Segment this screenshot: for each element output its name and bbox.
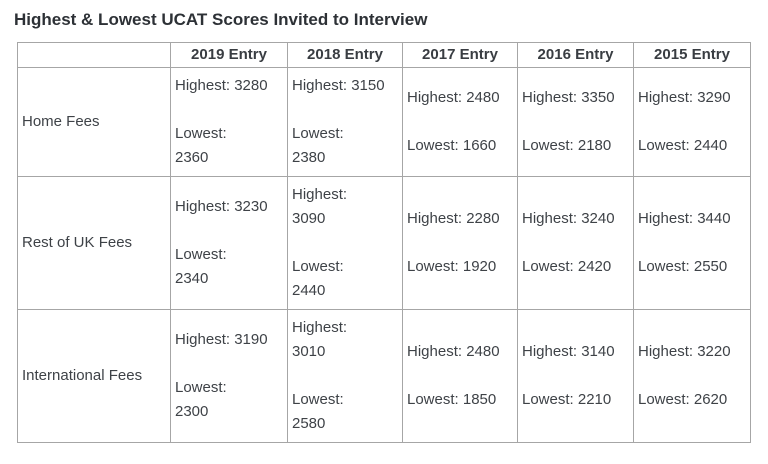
cell-rest-of-uk-fees-2018: Highest: 3090 Lowest: 2440 xyxy=(287,176,403,310)
cell-international-fees-2016: Highest: 3140 Lowest: 2210 xyxy=(517,309,634,443)
header-cell-2019-entry: 2019 Entry xyxy=(170,42,288,68)
cell-rest-of-uk-fees-2015: Highest: 3440 Lowest: 2550 xyxy=(633,176,751,310)
header-cell-2016-entry: 2016 Entry xyxy=(517,42,634,68)
row-label-rest-of-uk-fees: Rest of UK Fees xyxy=(17,176,171,310)
header-cell-2017-entry: 2017 Entry xyxy=(402,42,518,68)
cell-home-fees-2016: Highest: 3350 Lowest: 2180 xyxy=(517,67,634,177)
table-row-rest-of-uk-fees: Rest of UK Fees Highest: 3230 Lowest: 23… xyxy=(17,176,751,310)
cell-international-fees-2015: Highest: 3220 Lowest: 2620 xyxy=(633,309,751,443)
table-row-home-fees: Home Fees Highest: 3280 Lowest: 2360 Hig… xyxy=(17,67,751,177)
cell-home-fees-2015: Highest: 3290 Lowest: 2440 xyxy=(633,67,751,177)
cell-international-fees-2019: Highest: 3190 Lowest: 2300 xyxy=(170,309,288,443)
cell-rest-of-uk-fees-2016: Highest: 3240 Lowest: 2420 xyxy=(517,176,634,310)
header-cell-2018-entry: 2018 Entry xyxy=(287,42,403,68)
cell-rest-of-uk-fees-2019: Highest: 3230 Lowest: 2340 xyxy=(170,176,288,310)
ucat-scores-table: 2019 Entry 2018 Entry 2017 Entry 2016 En… xyxy=(17,42,751,443)
table-row-international-fees: International Fees Highest: 3190 Lowest:… xyxy=(17,309,751,443)
page: Highest & Lowest UCAT Scores Invited to … xyxy=(14,10,751,443)
row-label-international-fees: International Fees xyxy=(17,309,171,443)
row-label-home-fees: Home Fees xyxy=(17,67,171,177)
header-cell-2015-entry: 2015 Entry xyxy=(633,42,751,68)
page-title: Highest & Lowest UCAT Scores Invited to … xyxy=(14,10,428,29)
cell-home-fees-2017: Highest: 2480 Lowest: 1660 xyxy=(402,67,518,177)
cell-international-fees-2018: Highest: 3010 Lowest: 2580 xyxy=(287,309,403,443)
cell-international-fees-2017: Highest: 2480 Lowest: 1850 xyxy=(402,309,518,443)
cell-home-fees-2019: Highest: 3280 Lowest: 2360 xyxy=(170,67,288,177)
header-cell-blank xyxy=(17,42,171,68)
header-row: 2019 Entry 2018 Entry 2017 Entry 2016 En… xyxy=(17,42,751,68)
cell-rest-of-uk-fees-2017: Highest: 2280 Lowest: 1920 xyxy=(402,176,518,310)
cell-home-fees-2018: Highest: 3150 Lowest: 2380 xyxy=(287,67,403,177)
